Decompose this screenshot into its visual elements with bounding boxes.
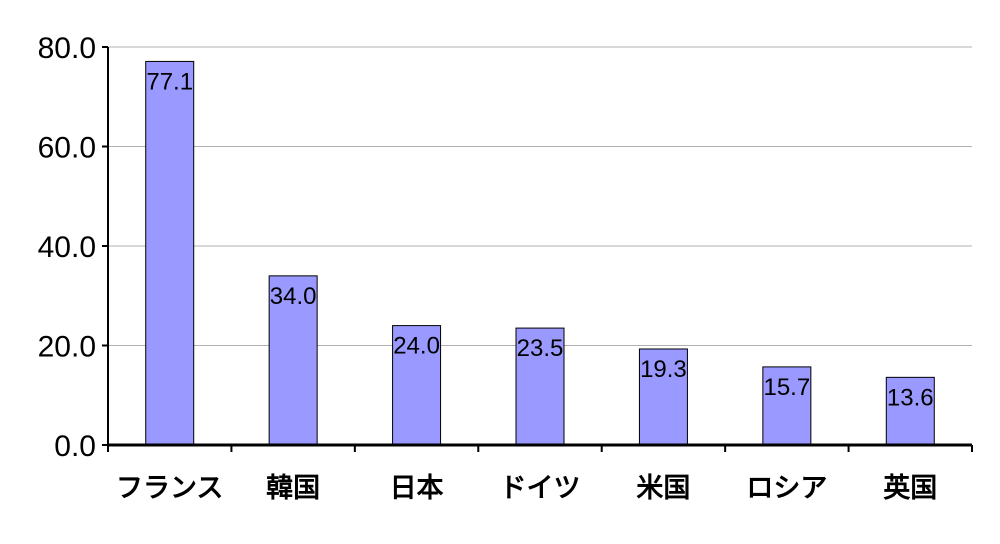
bar bbox=[762, 366, 812, 446]
y-tick-label: 40.0 bbox=[38, 231, 96, 264]
data-label: 19.3 bbox=[640, 356, 687, 383]
y-tick-label: 60.0 bbox=[38, 132, 96, 165]
bar bbox=[515, 327, 565, 446]
bar bbox=[885, 376, 935, 446]
x-tick-label: フランス bbox=[116, 473, 223, 504]
data-label: 23.5 bbox=[517, 335, 564, 362]
x-tick-label: 米国 bbox=[636, 473, 690, 504]
bar bbox=[145, 60, 195, 446]
y-tick-label: 20.0 bbox=[38, 331, 96, 364]
labels: 0.0 20.0 40.0 60.0 80.0 77.1 フランス 34.0 韓国 24.0 日本 2… bbox=[38, 32, 938, 504]
data-label: 77.1 bbox=[146, 68, 193, 95]
x-tick-label: 英国 bbox=[883, 473, 937, 504]
gridlines bbox=[108, 46, 972, 346]
x-tick-label: ドイツ bbox=[500, 473, 581, 504]
data-label: 13.6 bbox=[887, 384, 934, 411]
x-tick-label: 韓国 bbox=[266, 473, 320, 504]
bar bbox=[638, 348, 688, 446]
bars bbox=[145, 60, 935, 446]
x-tick-label: 日本 bbox=[390, 473, 444, 504]
data-label: 24.0 bbox=[393, 333, 440, 360]
axes bbox=[102, 46, 973, 452]
data-label: 34.0 bbox=[270, 283, 317, 310]
y-tick-label: 0.0 bbox=[54, 430, 96, 463]
y-tick-label: 80.0 bbox=[38, 32, 96, 65]
x-tick-label: ロシア bbox=[746, 473, 827, 504]
bar bbox=[268, 275, 318, 446]
data-label: 15.7 bbox=[763, 374, 810, 401]
